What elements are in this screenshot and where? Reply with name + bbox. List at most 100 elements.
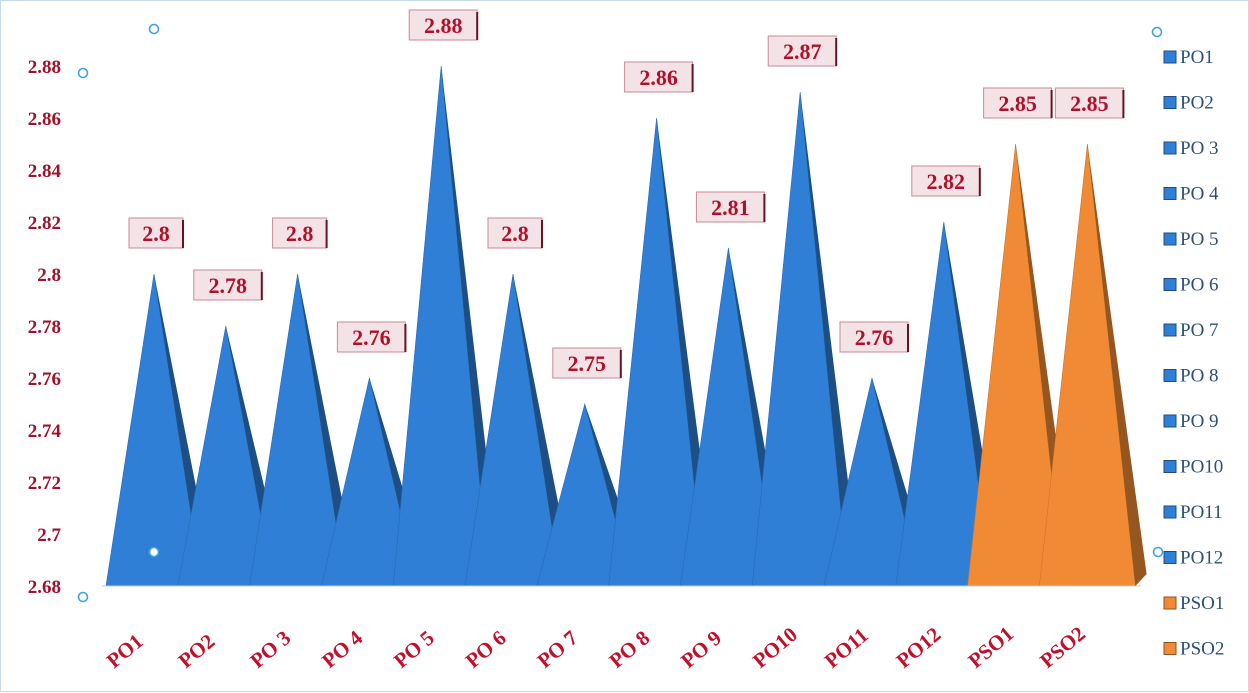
bar-side-face [1087,144,1147,586]
data-label: 2.8 [487,217,543,249]
data-label-box [408,9,478,41]
selection-handle-icon [148,23,160,35]
data-label-text: 2.8 [286,221,314,246]
legend-swatch [1163,369,1177,382]
legend-swatch [1163,460,1177,473]
data-label-box [336,321,406,353]
data-label-text: 2.85 [998,91,1037,116]
x-category-label: PO11 [820,623,873,673]
data-label: 2.86 [624,61,694,93]
legend-entry: PO 4 [1163,184,1219,205]
x-category-label: PSO1 [963,621,1018,672]
data-label: 2.8 [128,217,184,249]
legend-swatch [1163,596,1177,610]
legend-entry: PO12 [1163,548,1223,569]
data-label-text: 2.76 [352,325,391,350]
selection-handle-icon [1152,546,1164,558]
legend-entry: PO 9 [1163,411,1219,432]
legend-label: PO11 [1180,502,1223,523]
legend-swatch [1163,50,1177,64]
data-label-box [839,321,909,353]
selection-handle-icon [77,67,89,79]
data-label: 2.81 [695,191,766,223]
legend-label: PO 4 [1180,184,1219,205]
data-label: 2.76 [336,321,407,353]
data-label: 2.88 [408,9,479,41]
legend-swatch [1163,141,1177,155]
legend-entry: PSO2 [1163,639,1224,660]
data-label: 2.78 [193,269,263,301]
x-category-label: PO12 [892,622,946,673]
data-label: 2.85 [983,87,1053,119]
legend-swatch [1163,187,1177,200]
legend-entry: PO11 [1163,502,1223,523]
data-label: 2.8 [272,217,328,249]
legend-entry: PO2 [1163,93,1214,114]
legend-entry: PO 6 [1163,275,1219,296]
data-label-text: 2.82 [927,169,966,194]
legend-swatch [1163,278,1177,291]
y-tick-label: 2.86 [28,109,61,130]
legend-label: PSO2 [1180,639,1224,660]
data-label-text: 2.87 [783,39,822,64]
x-category-label: PO 8 [604,626,654,673]
data-label-text: 2.8 [501,221,529,246]
legend-swatch [1163,96,1177,109]
data-label: 2.82 [911,165,981,197]
selection-handle-icon [148,546,160,558]
legend-label: PO 5 [1180,229,1219,250]
data-label-text: 2.76 [855,325,894,350]
legend-label: PO 7 [1180,320,1219,341]
x-category-label: PO 6 [461,626,511,673]
data-label-text: 2.78 [209,273,248,298]
legend-entry: PO10 [1163,457,1223,478]
data-label-box [272,217,328,249]
legend-entry: PSO1 [1163,593,1224,614]
legend-entry: PO 7 [1163,320,1219,341]
bar [1039,143,1147,587]
data-label-text: 2.86 [639,65,678,90]
data-label-text: 2.88 [424,13,463,38]
y-tick-label: 2.78 [28,317,61,338]
bar-front-face [392,65,490,587]
y-tick-label: 2.76 [28,369,61,390]
y-tick-label: 2.7 [37,525,61,546]
data-label-text: 2.75 [568,351,607,376]
legend-swatch [1163,232,1177,246]
legend-label: PO2 [1180,93,1214,114]
selection-handle-icon [1151,26,1163,38]
x-category-label: PO10 [748,622,802,673]
legend-label: PO 8 [1180,366,1219,387]
data-label-box [193,269,263,301]
legend-swatch [1163,323,1177,337]
bar-side-face [800,92,860,586]
data-label-box [624,61,694,93]
x-category-label: PO 4 [317,625,367,673]
legend-swatch [1163,642,1177,655]
legend-swatch [1163,414,1177,428]
y-tick-label: 2.74 [28,421,62,442]
data-label: 2.76 [839,321,909,353]
data-label: 2.87 [767,35,838,67]
legend-entry: PO 5 [1163,229,1219,250]
data-label: 2.85 [1054,87,1125,119]
x-category-label: PO 3 [245,626,295,673]
bar-front-face [249,273,346,587]
x-category-label: PO 5 [389,626,439,673]
data-label-text: 2.81 [711,195,750,220]
legend-entry: PO1 [1163,47,1214,68]
x-axis: PO1 PO2 PO 3 PO 4 PO 5 PO 6 PO 7 PO 8 PO 9 PO10 PO… [102,621,1090,672]
bars [102,65,1147,587]
data-label-box [1054,87,1124,119]
data-label-text: 2.8 [142,221,170,246]
legend-swatch [1163,551,1177,564]
data-label-box [695,191,765,223]
data-label: 2.75 [552,347,622,379]
data-label-box [552,347,622,379]
data-label-box [128,217,184,249]
bar-front-face [751,91,849,587]
legend-label: PO 9 [1180,411,1219,432]
legend-entry: PO 8 [1163,366,1219,387]
selection-handle-icon [77,591,89,603]
